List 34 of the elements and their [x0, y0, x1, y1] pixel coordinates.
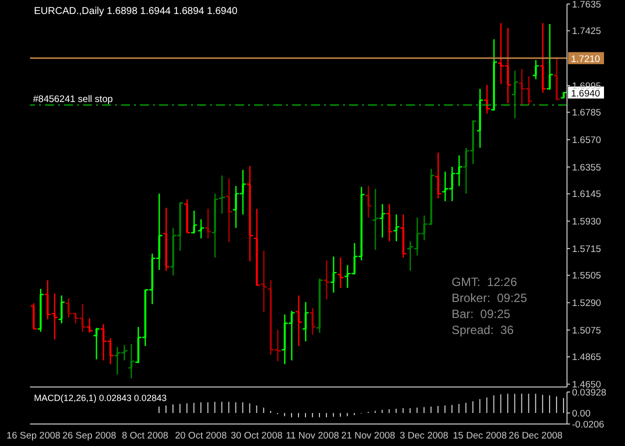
x-tick-label: 16 Sep 2008: [6, 430, 60, 442]
x-tick-label: 30 Oct 2008: [230, 430, 283, 442]
y-tick-label: 1.5290: [572, 298, 602, 310]
x-tick-label: 20 Oct 2008: [174, 430, 227, 442]
y-tick-label: -0.0206: [572, 419, 604, 430]
annotation: Spread: 36: [452, 322, 515, 338]
annotation: Broker: 09:25: [452, 290, 527, 306]
annotation: Bar: 09:25: [452, 306, 512, 322]
y-tick-label: 1.5075: [572, 325, 602, 336]
x-tick-label: 11 Nov 2008: [286, 430, 340, 442]
y-tick-label: 1.5505: [572, 270, 602, 282]
annotation: GMT: 12:26: [452, 274, 518, 290]
ref-line-label: 1.7210: [571, 54, 600, 66]
y-tick-label: 1.6785: [572, 108, 602, 119]
y-tick-label: 1.7635: [572, 0, 602, 10]
x-tick-label: 3 Dec 2008: [400, 430, 448, 442]
chart-title: EURCAD.,Daily 1.6898 1.6944 1.6894 1.6940: [34, 6, 238, 17]
y-tick-label: 1.6145: [572, 189, 602, 200]
x-tick-label: 26 Dec 2008: [508, 430, 563, 442]
y-tick-label: 0.03928: [572, 387, 606, 398]
x-tick-label: 21 Nov 2008: [341, 430, 396, 442]
y-tick-label: 1.5930: [572, 216, 602, 228]
y-tick-label: 1.6570: [572, 135, 602, 146]
ref-line-label: #8456241 sell stop: [33, 94, 113, 106]
chart-title: MACD(12,26,1) 0.02843 0.02843: [34, 393, 167, 403]
annotation: 1.6940: [571, 88, 600, 100]
y-tick-label: 1.5715: [572, 244, 602, 255]
x-tick-label: 15 Dec 2008: [452, 430, 507, 442]
x-tick-label: 8 Oct 2008: [122, 430, 168, 442]
y-tick-label: 1.6355: [572, 162, 602, 174]
y-tick-label: 1.7425: [572, 26, 602, 38]
y-tick-label: 1.4865: [572, 352, 602, 364]
y-tick-label: 0.00: [572, 408, 590, 420]
x-tick-label: 26 Sep 2008: [62, 430, 116, 442]
